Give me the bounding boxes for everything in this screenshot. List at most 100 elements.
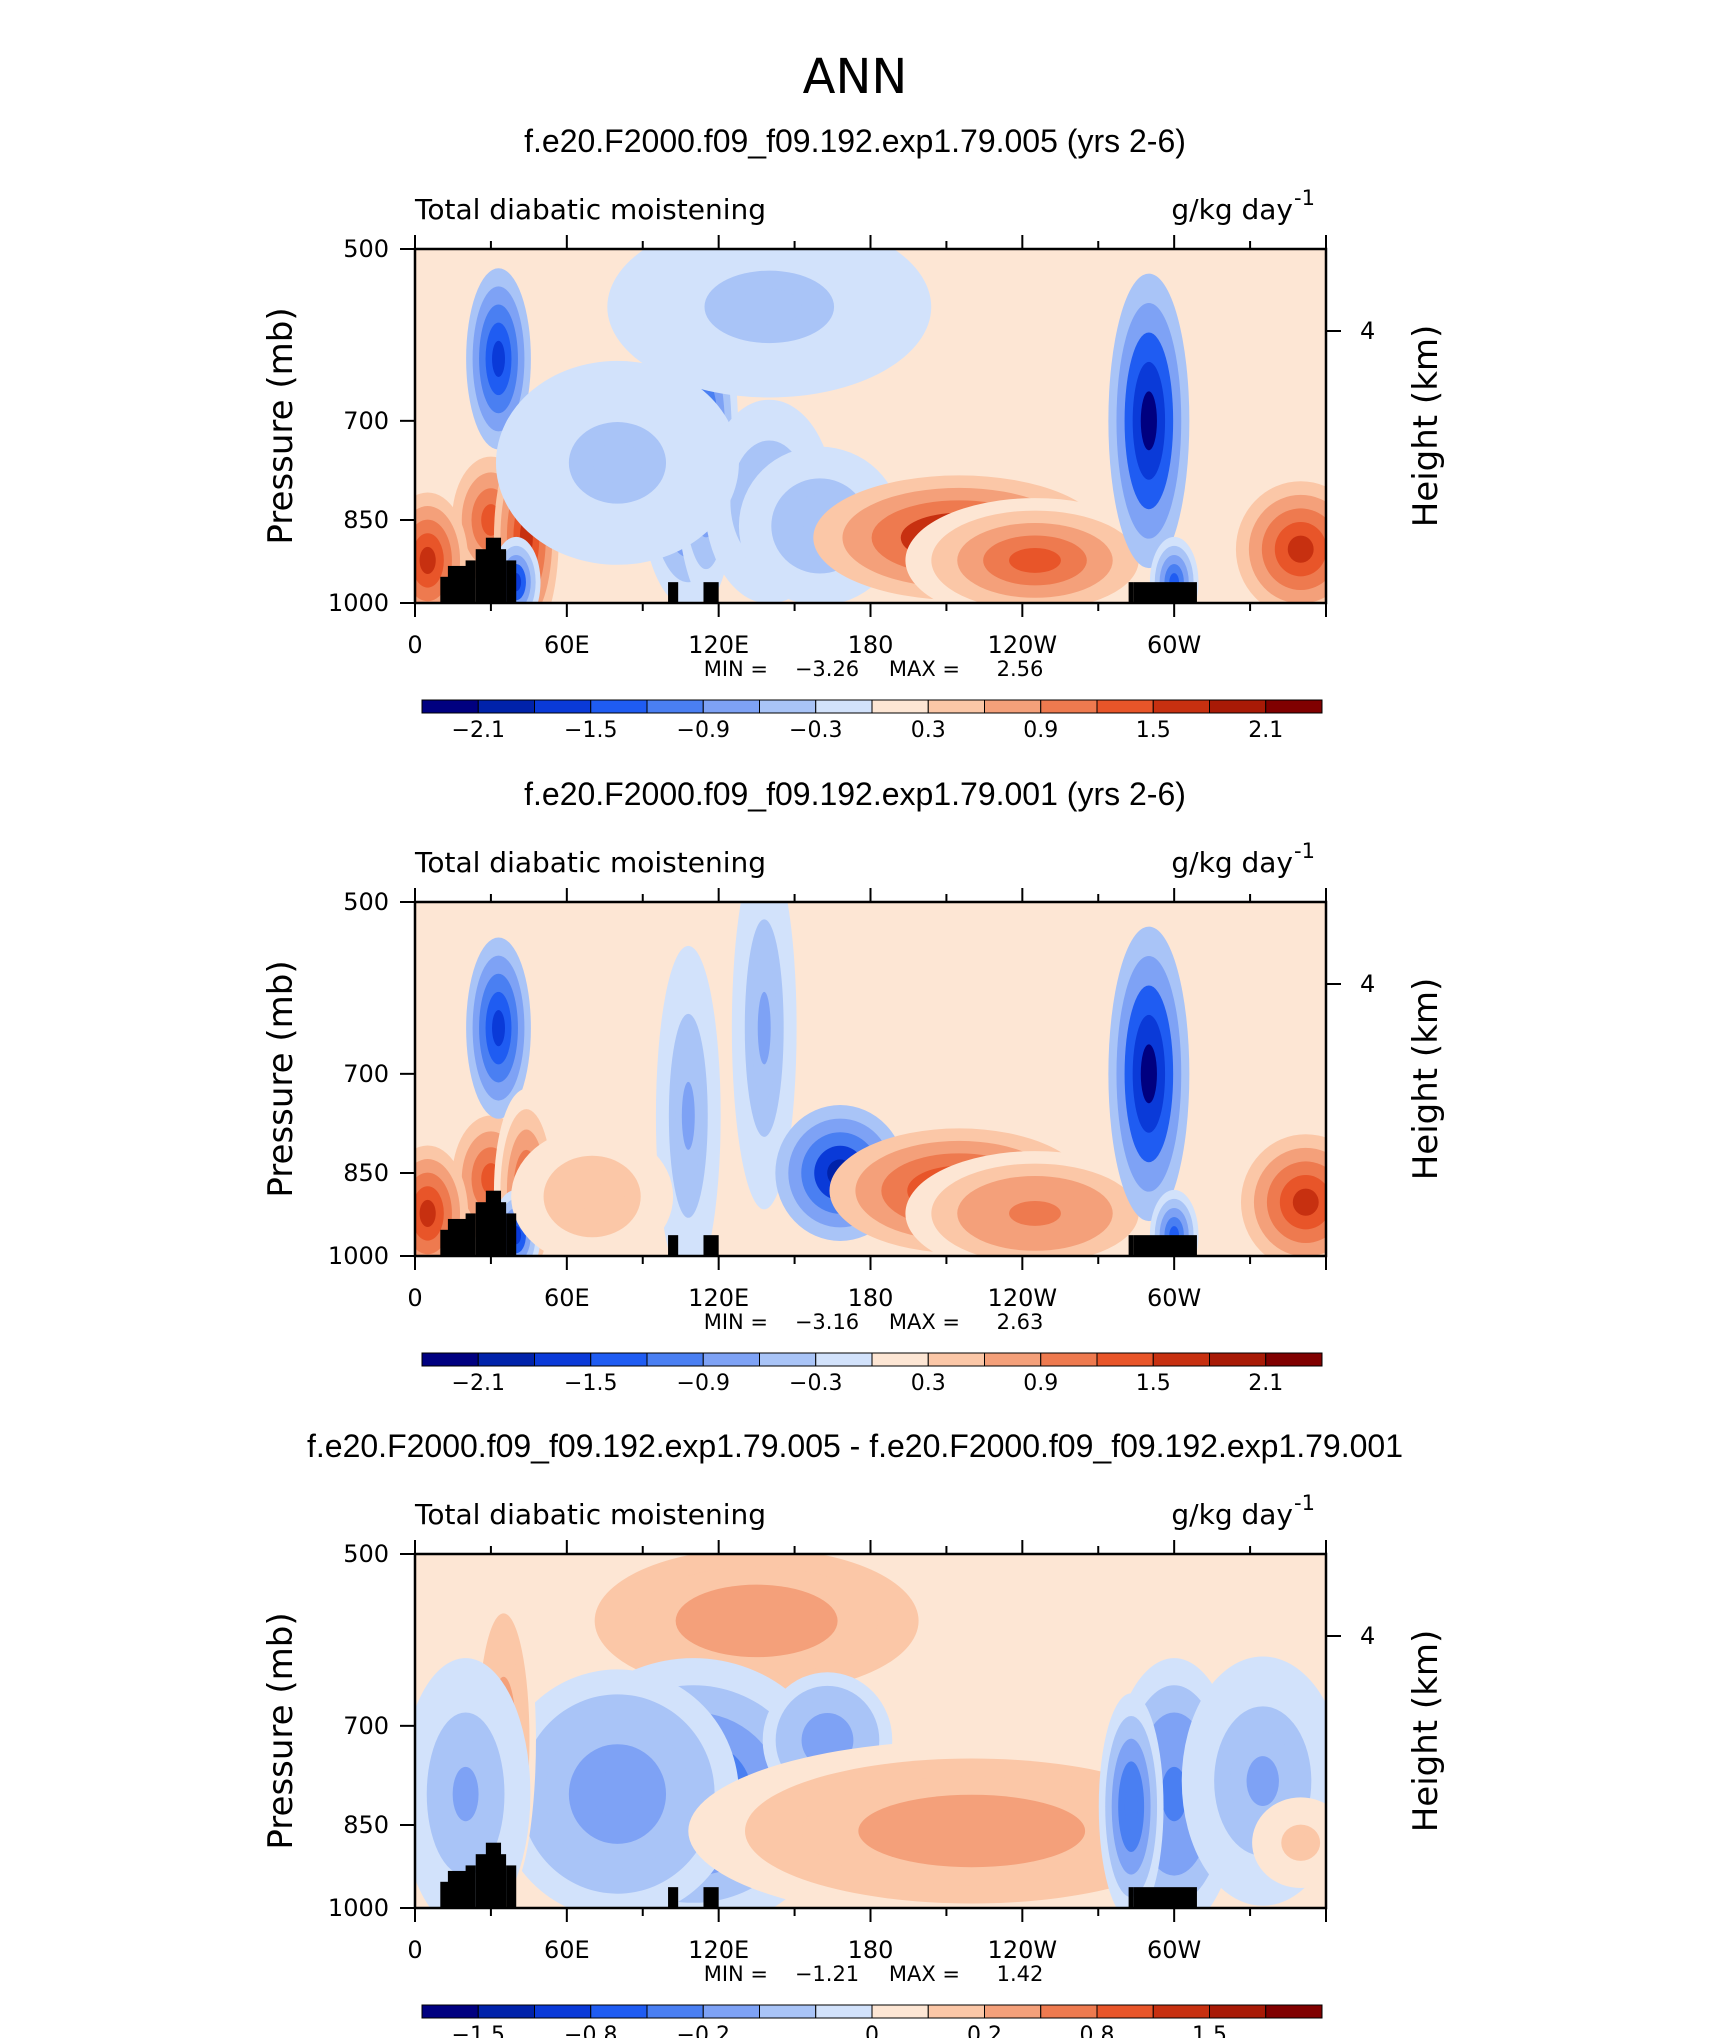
y-tick-label: 1000 xyxy=(328,1894,389,1922)
colorbar-label: 0.9 xyxy=(1023,1371,1058,1396)
colorbar-label: −1.5 xyxy=(564,1371,617,1396)
x-tick-label: 180 xyxy=(848,1936,894,1964)
land-block xyxy=(485,537,502,603)
land-block xyxy=(498,1202,507,1256)
colorbar-swatch xyxy=(590,699,648,714)
contour-feature-13 xyxy=(1240,1134,1326,1256)
x-tick-label: 60W xyxy=(1147,1284,1201,1312)
x-tick-label: 120W xyxy=(988,631,1058,659)
x-tick-label: 180 xyxy=(848,1284,894,1312)
colorbar-label: −0.9 xyxy=(677,1371,730,1396)
colorbar-label: 0.8 xyxy=(1080,2023,1115,2038)
y-tick-label: 850 xyxy=(343,1811,389,1839)
contour-level xyxy=(915,1812,1029,1850)
panel-title: f.e20.F2000.f09_f09.192.exp1.79.005 - f.… xyxy=(307,1428,1403,1464)
x-tick-label: 60E xyxy=(544,631,590,659)
x-tick-label: 120E xyxy=(688,631,749,659)
contour-level xyxy=(1287,535,1314,563)
x-tick-label: 0 xyxy=(407,1284,422,1312)
min-value: −3.16 xyxy=(795,1310,859,1334)
contour-level xyxy=(681,1081,695,1150)
colorbar-label: 2.1 xyxy=(1248,718,1283,743)
land-block xyxy=(668,1235,679,1256)
min-label: MIN = xyxy=(704,1310,768,1334)
colorbar-label: 1.5 xyxy=(1136,1371,1171,1396)
contour-level xyxy=(1124,1783,1138,1830)
y-right-tick-label: 4 xyxy=(1360,970,1375,998)
colorbar-label: −1.5 xyxy=(452,2023,505,2038)
contour-feature-3 xyxy=(466,937,531,1119)
chart-panel-1: f.e20.F2000.f09_f09.192.exp1.79.005 (yrs… xyxy=(261,123,1446,743)
land-block xyxy=(498,549,507,603)
y-tick-label: 700 xyxy=(343,407,389,435)
land-block xyxy=(475,549,489,603)
x-tick-label: 180 xyxy=(848,631,894,659)
contour-level xyxy=(1246,1756,1279,1807)
max-value: 1.42 xyxy=(997,1962,1044,1986)
colorbar-swatch xyxy=(984,1352,1042,1367)
colorbar-swatch xyxy=(927,2004,985,2019)
contour-feature-2 xyxy=(415,492,469,603)
colorbar-swatch xyxy=(1152,1352,1210,1367)
land-block xyxy=(506,560,517,603)
colorbar: −2.1 −1.5 −0.9 −0.3 0.3 0.9 1.5 2.1 xyxy=(421,1352,1323,1396)
contour-feature-7 xyxy=(731,902,797,1210)
panel-title: f.e20.F2000.f09_f09.192.exp1.79.001 (yrs… xyxy=(524,776,1186,812)
contour-level xyxy=(593,442,642,484)
colorbar-swatch xyxy=(1040,1352,1098,1367)
panels-container: f.e20.F2000.f09_f09.192.exp1.79.005 (yrs… xyxy=(261,123,1446,2038)
colorbar-label: −0.3 xyxy=(789,718,842,743)
land-block xyxy=(465,1213,476,1256)
y-tick-label: 500 xyxy=(343,888,389,916)
colorbar-swatch xyxy=(477,699,535,714)
colorbar-label: 0.2 xyxy=(967,2023,1002,2038)
colorbar-swatch xyxy=(702,2004,760,2019)
colorbar-swatch xyxy=(702,699,760,714)
land-block xyxy=(703,1887,719,1908)
units-label: g/kg day xyxy=(1171,846,1293,879)
land-block xyxy=(447,1218,471,1256)
land-block xyxy=(475,1202,489,1256)
contour-feature-10 xyxy=(905,1151,1165,1256)
colorbar-label: 0.3 xyxy=(911,1371,946,1396)
land-block xyxy=(668,582,679,603)
contour-level xyxy=(492,340,505,377)
colorbar-swatch xyxy=(646,2004,704,2019)
colorbar-swatch xyxy=(759,699,817,714)
x-tick-label: 60E xyxy=(544,1284,590,1312)
contour-level xyxy=(492,1009,505,1047)
colorbar-swatch xyxy=(984,699,1042,714)
figure-title: ANN xyxy=(803,49,908,105)
y-axis-title: Pressure (mb) xyxy=(261,960,301,1197)
colorbar-swatch xyxy=(1209,2004,1267,2019)
colorbar-swatch xyxy=(1265,699,1323,714)
colorbar-swatch xyxy=(534,1352,592,1367)
colorbar-swatch xyxy=(815,699,873,714)
land-block xyxy=(447,1870,471,1908)
x-tick-label: 60W xyxy=(1147,631,1201,659)
colorbar-swatch xyxy=(927,699,985,714)
units-exponent: -1 xyxy=(1294,186,1315,210)
colorbar-label: 0 xyxy=(865,2023,879,2038)
land-block xyxy=(1128,582,1134,603)
contour-level xyxy=(593,1769,642,1819)
topography xyxy=(440,537,1197,603)
colorbar-swatch xyxy=(1265,1352,1323,1367)
y-right-axis-title: Height (km) xyxy=(1406,325,1446,528)
y-right-tick-label: 4 xyxy=(1360,1622,1375,1650)
panel-title: f.e20.F2000.f09_f09.192.exp1.79.005 (yrs… xyxy=(524,123,1186,159)
colorbar-swatch xyxy=(646,1352,704,1367)
contour-level xyxy=(419,1199,436,1228)
colorbar-swatch xyxy=(534,2004,592,2019)
colorbar-label: −0.8 xyxy=(564,2023,617,2038)
contour-level xyxy=(1140,1044,1157,1104)
min-value: −1.21 xyxy=(795,1962,859,1986)
colorbar-swatch xyxy=(1209,1352,1267,1367)
land-block xyxy=(703,1235,719,1256)
chart-panel-2: f.e20.F2000.f09_f09.192.exp1.79.001 (yrs… xyxy=(261,776,1446,1396)
contour-feature-6 xyxy=(655,945,721,1256)
colorbar-swatch xyxy=(590,1352,648,1367)
land-block xyxy=(485,1190,502,1256)
y-tick-label: 1000 xyxy=(328,1242,389,1270)
